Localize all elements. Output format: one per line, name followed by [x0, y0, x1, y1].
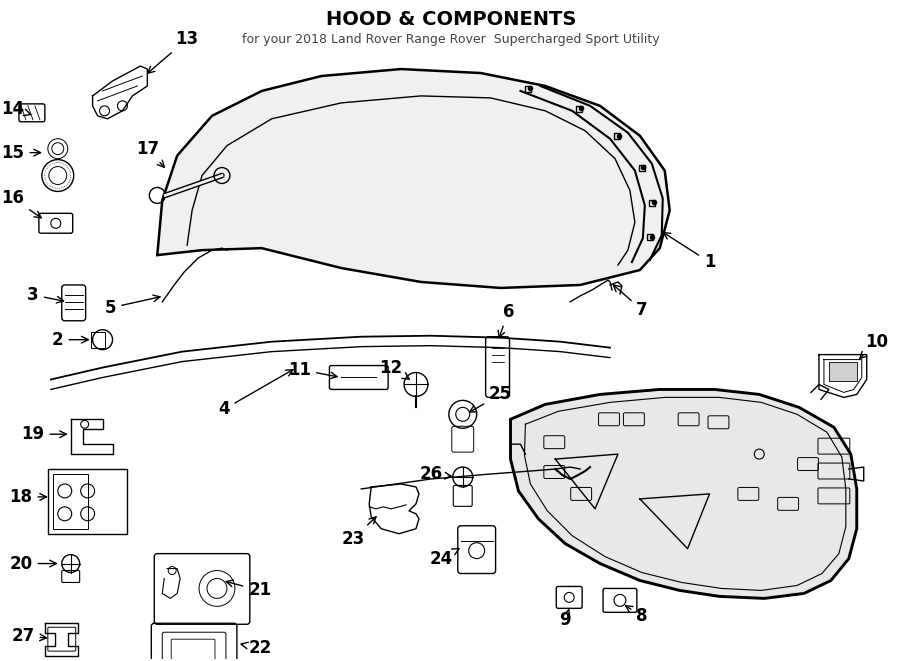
- Text: HOOD & COMPONENTS: HOOD & COMPONENTS: [326, 10, 576, 29]
- Text: 3: 3: [27, 286, 64, 304]
- Text: 18: 18: [10, 488, 47, 506]
- FancyBboxPatch shape: [829, 362, 857, 381]
- Text: for your 2018 Land Rover Range Rover  Supercharged Sport Utility: for your 2018 Land Rover Range Rover Sup…: [242, 32, 660, 46]
- Text: 10: 10: [860, 332, 888, 358]
- Text: 24: 24: [429, 549, 459, 568]
- Text: 21: 21: [226, 580, 271, 600]
- Text: 2: 2: [52, 330, 88, 349]
- Text: 12: 12: [380, 358, 410, 379]
- Polygon shape: [510, 389, 857, 598]
- Text: 27: 27: [12, 627, 47, 645]
- Text: 6: 6: [499, 303, 514, 338]
- Text: 8: 8: [626, 605, 648, 625]
- Text: 11: 11: [288, 360, 338, 379]
- Text: 15: 15: [2, 143, 40, 162]
- Text: 19: 19: [22, 425, 67, 444]
- Text: 5: 5: [104, 295, 160, 317]
- Text: 13: 13: [148, 30, 199, 73]
- Text: 1: 1: [663, 233, 716, 271]
- Text: 20: 20: [9, 555, 57, 572]
- Text: 7: 7: [613, 285, 648, 319]
- Text: 16: 16: [2, 190, 41, 218]
- Text: 22: 22: [241, 639, 272, 657]
- Text: 17: 17: [136, 139, 165, 167]
- Text: 9: 9: [560, 609, 571, 629]
- Text: 23: 23: [342, 517, 376, 548]
- Text: 26: 26: [419, 465, 452, 483]
- Text: 14: 14: [2, 100, 31, 118]
- Polygon shape: [158, 69, 670, 288]
- Text: 4: 4: [218, 369, 292, 418]
- Text: 25: 25: [470, 385, 512, 412]
